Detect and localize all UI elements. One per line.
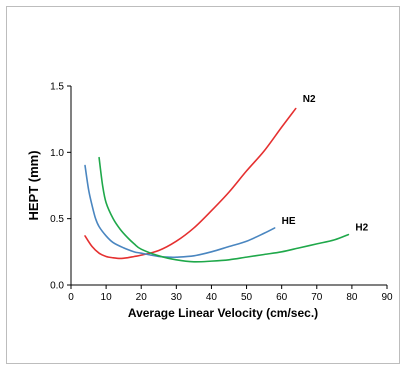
x-axis-title: Average Linear Velocity (cm/sec.)	[128, 306, 318, 320]
series-label-n2: N2	[303, 94, 316, 105]
x-tick-label: 70	[311, 292, 323, 303]
x-tick-label: 80	[346, 292, 358, 303]
x-tick-label: 40	[206, 292, 218, 303]
y-tick-label: 1.5	[50, 82, 64, 93]
series-line-n2	[84, 107, 297, 260]
series-line-he	[84, 164, 276, 259]
x-tick-label: 90	[381, 292, 393, 303]
x-tick-label: 0	[68, 292, 74, 303]
x-tick-label: 60	[276, 292, 288, 303]
x-tick-label: 10	[101, 292, 113, 303]
x-tick-label: 50	[241, 292, 253, 303]
series-label-h2: H2	[355, 223, 368, 234]
x-tick-label: 30	[171, 292, 183, 303]
y-tick-label: 0.0	[50, 281, 64, 292]
chart-frame	[6, 6, 400, 364]
y-tick-label: 0.5	[50, 214, 64, 225]
series-line-h2	[98, 156, 350, 263]
x-tick-label: 20	[136, 292, 148, 303]
y-tick-label: 1.0	[50, 148, 64, 159]
y-axis-title: HEPT (mm)	[26, 150, 41, 220]
series-label-he: HE	[282, 216, 296, 227]
